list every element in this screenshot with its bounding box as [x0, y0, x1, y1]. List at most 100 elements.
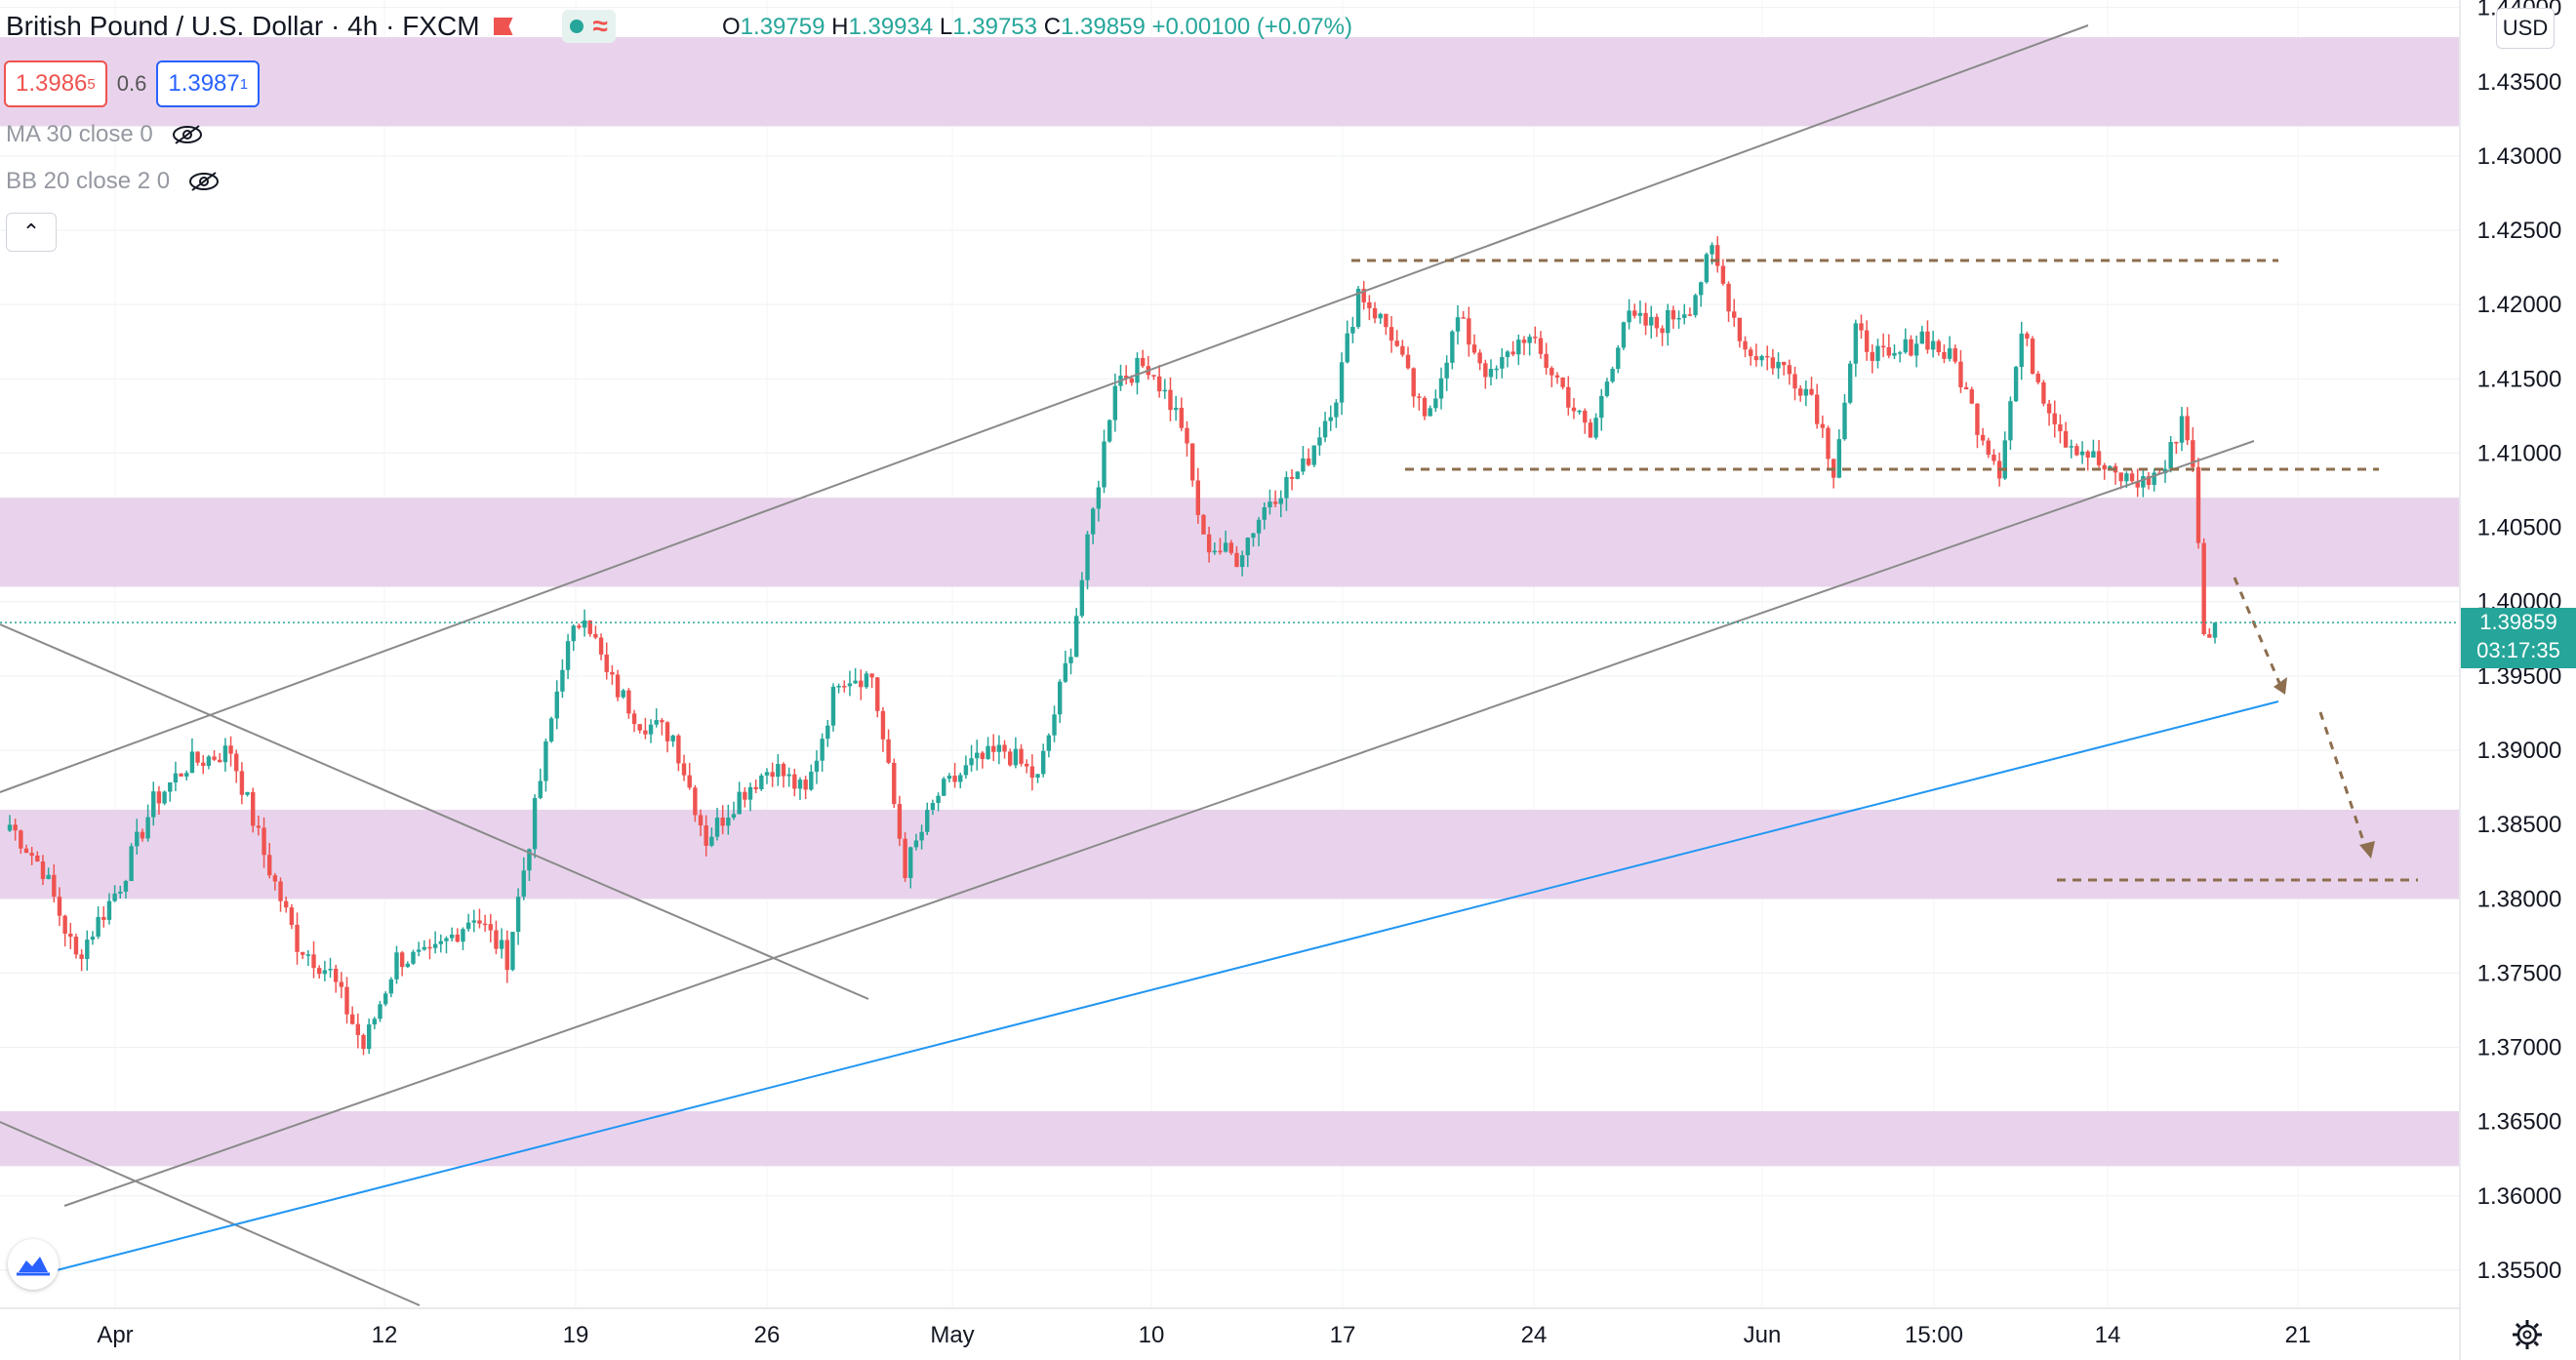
candle-body [1218, 550, 1223, 553]
candle-body [151, 791, 156, 818]
candle-body [1781, 361, 1787, 366]
candle-body [295, 924, 300, 952]
candle-body [1637, 312, 1643, 316]
buy-button[interactable]: 1.3987 1 [156, 60, 261, 107]
candle-body [2046, 403, 2052, 414]
candle-body [1776, 361, 1781, 369]
candle-body [759, 775, 764, 789]
candle-body [256, 825, 262, 828]
candle-body [1759, 355, 1764, 361]
candle-body [488, 924, 493, 931]
candle-body [156, 791, 162, 804]
candle-body [339, 981, 344, 987]
candle-body [875, 677, 880, 711]
candle-body [1732, 311, 1737, 318]
candle-body [1239, 555, 1245, 568]
candle-body [372, 1019, 378, 1025]
drawing-objects [0, 24, 2418, 1306]
candle-body [913, 840, 919, 848]
candle-body [1533, 337, 1538, 339]
candle-body [1295, 471, 1300, 479]
candle-body [145, 817, 150, 839]
candle-body [1411, 368, 1416, 397]
candle-body [305, 954, 311, 956]
candle-body [577, 625, 582, 628]
candle-body [355, 1023, 361, 1035]
candle-body [2195, 466, 2201, 543]
candle-body [1693, 295, 1698, 316]
time-tick-label: Jun [1744, 1322, 1782, 1348]
hidden-eye-icon[interactable] [187, 171, 221, 192]
candle-body [631, 713, 637, 725]
price-tick-label: 1.42500 [2477, 218, 2562, 244]
candle-body [2035, 374, 2040, 382]
indicator-ma[interactable]: MA 30 close 0 [6, 121, 204, 148]
candle-body [1986, 440, 1991, 456]
flag-icon[interactable] [493, 18, 513, 35]
candle-body [869, 673, 874, 678]
candle-body [1389, 327, 1394, 341]
candle-body [587, 620, 592, 634]
currency-label[interactable]: USD [2496, 8, 2555, 49]
candle-body [1820, 423, 1826, 428]
candle-body [201, 762, 206, 767]
candle-body [461, 929, 465, 942]
candle-body [1699, 282, 1704, 296]
candle-body [1268, 501, 1272, 508]
candle-body [1670, 309, 1676, 320]
candle-body [2168, 441, 2173, 469]
market-status-pill[interactable]: ≈ [561, 10, 616, 43]
candle-body [1461, 317, 1466, 319]
candle-body [560, 669, 565, 692]
symbol-name[interactable]: British Pound / U.S. Dollar [6, 11, 324, 41]
candle-body [7, 824, 13, 831]
candle-body [830, 686, 836, 726]
candle-body [2179, 416, 2185, 443]
sell-button[interactable]: 1.3986 5 [4, 60, 107, 107]
candle-body [925, 810, 930, 832]
supply-demand-zone[interactable] [0, 809, 2459, 900]
candle-body [96, 916, 101, 938]
candle-body [626, 690, 631, 714]
ohlc-values: O1.39759 H1.39934 L1.39753 C1.39859 +0.0… [722, 14, 1352, 40]
tradingview-logo[interactable] [8, 1239, 59, 1290]
candle-body [1577, 410, 1582, 413]
candle-body [980, 752, 986, 760]
symbol-row[interactable]: British Pound / U.S. Dollar · 4h · FXCM … [6, 10, 616, 43]
candle-body [57, 897, 62, 916]
hidden-eye-icon[interactable] [171, 124, 204, 145]
candle-body [1643, 312, 1648, 326]
supply-demand-zone[interactable] [0, 498, 2459, 587]
candle-body [90, 937, 96, 940]
candle-body [449, 934, 455, 939]
candle-body [693, 787, 698, 816]
supply-demand-zone[interactable] [0, 37, 2459, 127]
candle-body [1682, 314, 1687, 318]
candle-body [1913, 343, 1919, 356]
candle-body [1040, 750, 1046, 775]
candle-body [1621, 322, 1627, 348]
interval-label[interactable]: 4h [347, 11, 379, 41]
candle-body [598, 637, 604, 655]
gear-icon[interactable] [2508, 1315, 2547, 1354]
candle-body [2058, 423, 2063, 431]
candle-body [1903, 339, 1909, 353]
supply-demand-zone[interactable] [0, 1111, 2459, 1167]
collapse-legend-button[interactable]: ⌃ [6, 213, 57, 252]
candle-body [1384, 313, 1389, 328]
candle-body [432, 943, 438, 948]
candle-body [2063, 430, 2069, 448]
candle-body [1029, 766, 1035, 779]
price-tick-label: 1.43500 [2477, 69, 2562, 96]
candle-body [654, 720, 659, 725]
candle-body [1339, 362, 1345, 403]
candle-body [1632, 310, 1637, 316]
time-tick-label: 21 [2285, 1322, 2312, 1348]
candle-body [764, 772, 770, 776]
indicator-bb[interactable]: BB 20 close 2 0 [6, 168, 221, 195]
candle-body [1826, 427, 1831, 460]
candle-body [444, 938, 449, 941]
candle-body [2185, 416, 2190, 441]
candle-body [1870, 351, 1875, 361]
